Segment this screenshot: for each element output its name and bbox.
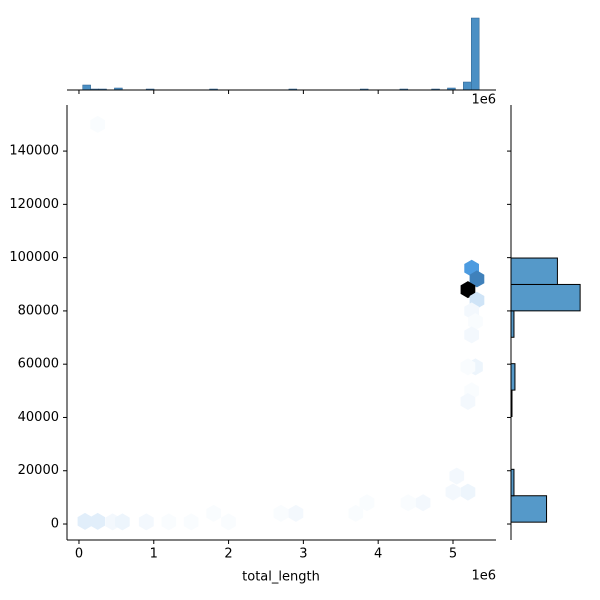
y-tick-label: 80000: [18, 303, 59, 318]
y-tick-label: 20000: [18, 463, 59, 478]
hex: [469, 270, 485, 288]
right-hist-bar: [510, 283, 581, 312]
x-tick-label: 1: [150, 547, 158, 562]
y-tick-label: 40000: [18, 410, 59, 425]
y-tick-label: 0: [51, 517, 59, 532]
offset-text: 1e6: [471, 569, 496, 584]
hex: [221, 513, 236, 531]
hex: [161, 513, 177, 531]
hex: [415, 494, 431, 512]
top-hist-bar: [470, 17, 480, 91]
offset-text: 1e6: [471, 93, 496, 108]
hex: [288, 504, 304, 522]
hex: [115, 513, 130, 531]
hex: [77, 512, 93, 530]
y-tick-label: 60000: [18, 357, 59, 372]
top-hist-bar: [463, 81, 472, 91]
top-hist-bar: [82, 84, 91, 91]
x-tick-label: 2: [224, 547, 232, 562]
hex: [359, 494, 375, 512]
hex: [206, 504, 221, 522]
x-tick-label: 4: [374, 547, 382, 562]
hex: [449, 467, 465, 485]
hex: [464, 326, 479, 344]
hex: [90, 512, 105, 530]
right-hist-bar: [510, 495, 548, 523]
x-tick-label: 3: [299, 547, 307, 562]
hex: [460, 281, 476, 299]
hex: [460, 358, 476, 376]
right-hist-bar: [510, 257, 558, 285]
hex: [90, 115, 105, 133]
hex: [460, 393, 476, 410]
x-tick-label: 0: [75, 547, 83, 562]
x-axis-label: total_length: [242, 570, 320, 585]
hex: [138, 513, 154, 531]
y-tick-label: 100000: [9, 250, 59, 265]
y-tick-label: 120000: [9, 197, 59, 212]
x-tick-label: 5: [449, 547, 457, 562]
hex: [468, 313, 483, 331]
hex: [273, 504, 289, 522]
hex: [348, 504, 364, 522]
hex: [460, 483, 476, 501]
hex: [445, 483, 461, 501]
hex: [400, 494, 416, 512]
y-tick-label: 140000: [9, 144, 59, 159]
hex: [183, 513, 199, 531]
right-hist-bar: [510, 363, 516, 391]
